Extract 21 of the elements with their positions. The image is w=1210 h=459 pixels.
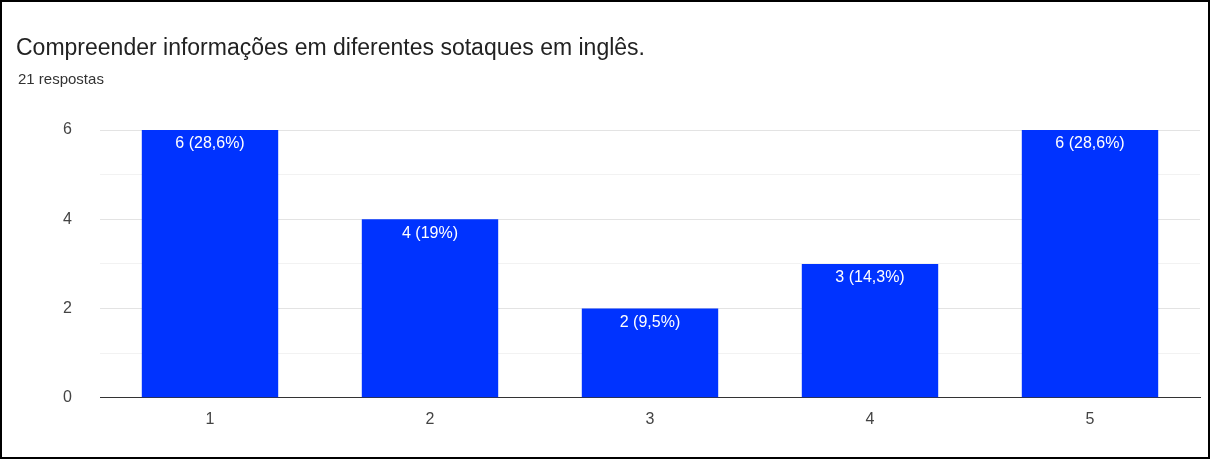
chart-title: Compreender informações em diferentes sotaques em inglês. [16, 34, 645, 61]
bar [581, 308, 719, 398]
y-tick-label: 4 [63, 209, 73, 227]
bar [361, 219, 499, 398]
bar [1021, 130, 1159, 398]
data-label: 6 (28,6%) [1055, 134, 1125, 152]
bar [141, 130, 279, 398]
y-tick-label: 0 [63, 388, 73, 406]
data-label: 3 (14,3%) [835, 268, 905, 286]
x-tick-label: 1 [205, 409, 215, 427]
data-label: 2 (9,5%) [619, 312, 681, 330]
bar [801, 263, 939, 398]
data-label: 6 (28,6%) [175, 134, 245, 152]
x-tick-label: 4 [865, 409, 875, 427]
y-tick-label: 2 [63, 298, 73, 316]
chart-subtitle: 21 respostas [18, 70, 104, 87]
x-tick-label: 2 [425, 409, 435, 427]
data-label: 4 (19%) [401, 223, 459, 241]
y-tick-label: 6 [63, 120, 73, 138]
x-tick-label: 3 [645, 409, 655, 427]
x-tick-label: 5 [1085, 409, 1095, 427]
